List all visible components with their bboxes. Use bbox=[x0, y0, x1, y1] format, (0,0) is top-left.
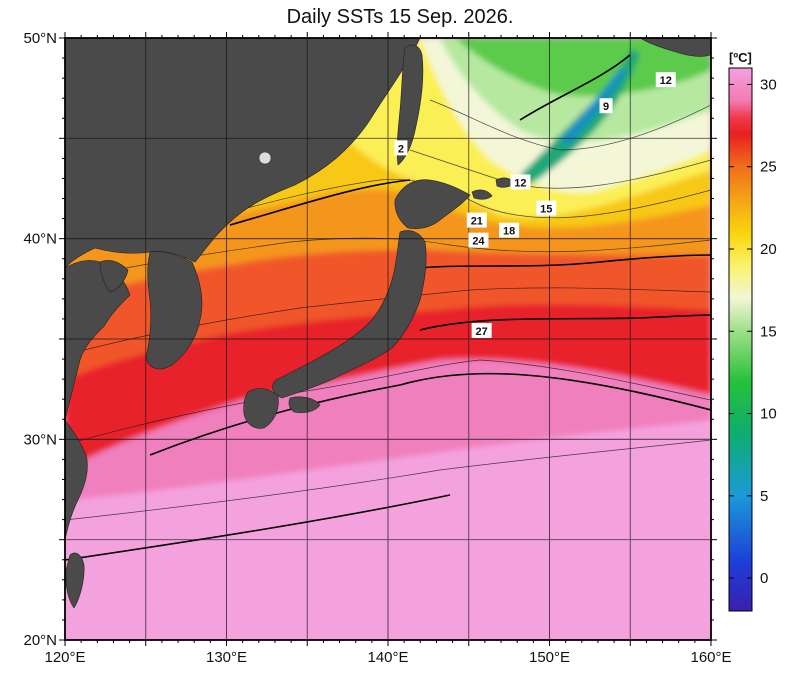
svg-text:15: 15 bbox=[540, 204, 552, 216]
isotherm-label: 18 bbox=[499, 222, 520, 238]
colorbar-tick-label: 10 bbox=[760, 406, 777, 423]
colorbar-tick-label: 15 bbox=[760, 323, 777, 340]
svg-text:12: 12 bbox=[514, 177, 526, 189]
colorbar: [ºC] 0 5 10 15 20 25 30 bbox=[728, 50, 777, 612]
land bbox=[65, 38, 711, 609]
isotherm-label: 9 bbox=[599, 98, 613, 114]
isotherm-label: 15 bbox=[536, 200, 557, 216]
x-tick-label: 160°E bbox=[690, 649, 731, 666]
x-tick-label: 120°E bbox=[44, 649, 85, 666]
colorbar-unit: [ºC] bbox=[729, 50, 752, 65]
svg-text:2: 2 bbox=[398, 143, 404, 155]
isotherm-label: 21 bbox=[466, 212, 487, 228]
svg-text:24: 24 bbox=[472, 236, 485, 248]
y-tick-label: 20°N bbox=[23, 632, 57, 649]
svg-text:27: 27 bbox=[476, 326, 488, 338]
map-title: Daily SSTs 15 Sep. 2026. bbox=[286, 6, 514, 28]
x-tick-label: 140°E bbox=[367, 649, 408, 666]
y-tick-label: 40°N bbox=[23, 231, 57, 248]
isotherm-label: 2 bbox=[394, 140, 408, 156]
colorbar-tick-label: 25 bbox=[760, 159, 777, 176]
x-tick-label: 150°E bbox=[529, 649, 570, 666]
x-tick-label: 130°E bbox=[206, 649, 247, 666]
colorbar-tick-label: 30 bbox=[760, 76, 777, 93]
isotherm-label: 27 bbox=[471, 322, 492, 338]
svg-text:12: 12 bbox=[660, 75, 672, 87]
y-tick-label: 30°N bbox=[23, 431, 57, 448]
svg-text:9: 9 bbox=[603, 101, 609, 113]
svg-text:18: 18 bbox=[503, 226, 515, 238]
y-tick-label: 50°N bbox=[23, 30, 57, 47]
colorbar-tick-label: 20 bbox=[760, 241, 777, 258]
svg-text:21: 21 bbox=[471, 216, 483, 228]
colorbar-tick-label: 0 bbox=[760, 570, 768, 587]
isotherm-label: 12 bbox=[655, 72, 676, 88]
colorbar-tick-label: 5 bbox=[760, 488, 768, 505]
isotherm-label: 24 bbox=[468, 232, 489, 248]
isotherm-label: 12 bbox=[510, 174, 531, 190]
